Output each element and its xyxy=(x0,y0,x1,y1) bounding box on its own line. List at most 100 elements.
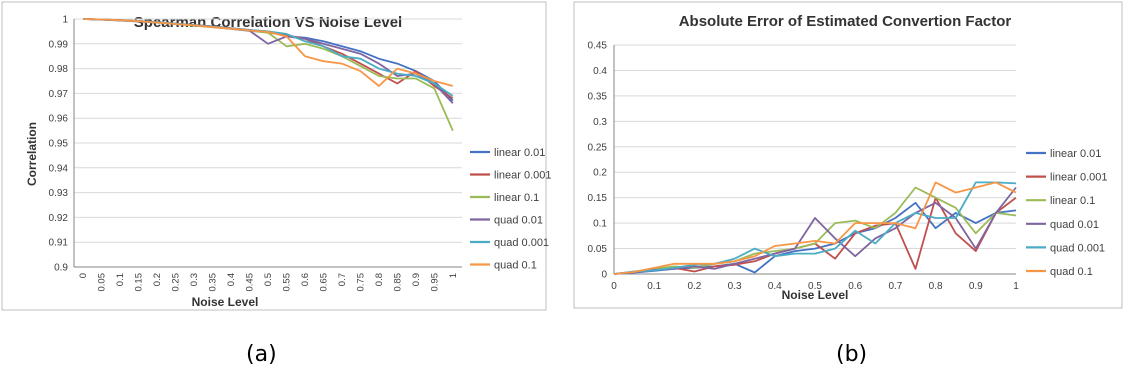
legend-entry: linear 0.1 xyxy=(1026,195,1095,207)
x-tick-label: 0.35 xyxy=(208,273,219,292)
y-tick-label: 0.45 xyxy=(588,41,608,52)
x-tick-label: 0.3 xyxy=(728,281,742,292)
legend-label: linear 0.001 xyxy=(1050,172,1108,184)
chart-b-title: Absolute Error of Estimated Convertion F… xyxy=(679,13,1012,30)
y-tick-label: 0.91 xyxy=(49,238,69,249)
y-tick-label: 0.05 xyxy=(588,244,608,255)
y-tick-label: 0.3 xyxy=(593,117,607,128)
legend-label: quad 0.001 xyxy=(494,237,549,249)
legend-entry: quad 0.01 xyxy=(1026,219,1099,231)
caption-a: (a) xyxy=(246,342,277,367)
x-tick-label: 1 xyxy=(448,273,459,278)
x-tick-label: 0.95 xyxy=(429,273,440,292)
x-tick-label: 0.55 xyxy=(281,273,292,292)
y-tick-label: 0.97 xyxy=(49,89,69,100)
legend-entry: linear 0.01 xyxy=(470,147,545,159)
y-tick-label: 0.96 xyxy=(49,114,69,125)
chart-b-x-ticks: 0 0.1 0.2 0.3 0.4 0.5 0.6 0.7 0.8 0.9 1 xyxy=(611,281,1019,292)
x-tick-label: 0 xyxy=(78,273,89,278)
y-tick-label: 0.94 xyxy=(49,163,69,174)
y-tick-label: 0.2 xyxy=(593,168,607,179)
legend-entry: quad 0.1 xyxy=(1026,266,1093,278)
y-tick-label: 1 xyxy=(62,15,68,26)
x-tick-label: 0.7 xyxy=(337,273,348,286)
x-tick-label: 0.45 xyxy=(245,273,256,292)
legend-entry: linear 0.01 xyxy=(1026,148,1101,160)
x-tick-label: 0.8 xyxy=(374,273,385,286)
y-tick-label: 0.4 xyxy=(593,66,607,77)
y-tick-label: 0.15 xyxy=(588,193,608,204)
chart-a: Spearman Correlation VS Noise Level Nois… xyxy=(1,1,552,311)
x-tick-label: 0.5 xyxy=(808,281,822,292)
legend-label: quad 0.001 xyxy=(1050,242,1105,254)
x-tick-label: 1 xyxy=(1013,281,1019,292)
legend-label: linear 0.01 xyxy=(494,147,545,159)
x-tick-label: 0.4 xyxy=(768,281,782,292)
series-line-quad-0-1 xyxy=(613,181,1017,275)
chart-a-y-axis-label: Correlation xyxy=(25,122,39,186)
y-tick-label: 0.1 xyxy=(593,219,607,230)
series-line-quad-0-01 xyxy=(613,186,1017,275)
series-line-quad-0-1 xyxy=(83,18,454,87)
y-tick-label: 0.92 xyxy=(49,213,69,224)
y-tick-label: 0.98 xyxy=(49,64,69,75)
x-tick-label: 0.9 xyxy=(969,281,983,292)
y-tick-label: 0.93 xyxy=(49,188,69,199)
legend-entry: quad 0.1 xyxy=(470,260,537,272)
chart-b-frame xyxy=(573,1,1123,309)
x-tick-label: 0 xyxy=(611,281,617,292)
x-tick-label: 0.2 xyxy=(152,273,163,286)
chart-a-frame xyxy=(1,1,547,311)
legend-entry: linear 0.001 xyxy=(470,170,552,182)
x-tick-label: 0.1 xyxy=(115,273,126,286)
x-tick-label: 0.9 xyxy=(411,273,422,286)
legend-label: linear 0.01 xyxy=(1050,148,1101,160)
legend-label: linear 0.1 xyxy=(1050,195,1095,207)
legend-entry: quad 0.001 xyxy=(470,237,549,249)
x-tick-label: 0.2 xyxy=(687,281,701,292)
x-tick-label: 0.25 xyxy=(171,273,182,292)
legend-label: quad 0.01 xyxy=(1050,219,1099,231)
x-tick-label: 0.05 xyxy=(97,273,108,292)
y-tick-label: 0.95 xyxy=(49,139,69,150)
y-tick-label: 0.99 xyxy=(49,39,69,50)
chart-b-series xyxy=(613,181,1017,275)
chart-a-x-ticks: 0 0.05 0.1 0.15 0.2 0.25 0.3 0.35 0.4 0.45 0.5 0.55… xyxy=(78,273,459,292)
legend-label: quad 0.01 xyxy=(494,215,543,227)
x-tick-label: 0.15 xyxy=(134,273,145,292)
y-tick-label: 0.9 xyxy=(54,263,68,274)
x-tick-label: 0.8 xyxy=(929,281,943,292)
x-tick-label: 0.6 xyxy=(300,273,311,286)
chart-a-x-axis-label: Noise Level xyxy=(192,295,259,309)
y-tick-label: 0.25 xyxy=(588,142,608,153)
x-tick-label: 0.6 xyxy=(848,281,862,292)
x-tick-label: 0.75 xyxy=(355,273,366,292)
caption-b: (b) xyxy=(836,342,868,367)
legend-entry: quad 0.001 xyxy=(1026,242,1105,254)
x-tick-label: 0.5 xyxy=(263,273,274,286)
x-tick-label: 0.3 xyxy=(189,273,200,286)
chart-a-legend: linear 0.01 linear 0.001 linear 0.1 quad 0.… xyxy=(470,147,552,272)
legend-entry: linear 0.1 xyxy=(470,192,539,204)
x-tick-label: 0.1 xyxy=(647,281,661,292)
legend-label: linear 0.1 xyxy=(494,192,539,204)
legend-label: quad 0.1 xyxy=(1050,266,1093,278)
x-tick-label: 0.4 xyxy=(226,273,237,286)
chart-b-y-ticks: 0 0.05 0.1 0.15 0.2 0.25 0.3 0.35 0.4 0.45 xyxy=(588,41,608,281)
legend-label: quad 0.1 xyxy=(494,260,537,272)
x-tick-label: 0.85 xyxy=(392,273,403,292)
chart-b: Absolute Error of Estimated Convertion F… xyxy=(573,1,1123,309)
chart-a-y-ticks: 0.9 0.91 0.92 0.93 0.94 0.95 0.96 0.97 0.98 0.99 1 xyxy=(49,15,69,274)
x-tick-label: 0.7 xyxy=(888,281,902,292)
legend-entry: quad 0.01 xyxy=(470,215,543,227)
legend-label: linear 0.001 xyxy=(494,170,552,182)
chart-b-legend: linear 0.01 linear 0.001 linear 0.1 quad 0.… xyxy=(1026,148,1108,278)
y-tick-label: 0 xyxy=(601,270,607,281)
x-tick-label: 0.65 xyxy=(318,273,329,292)
series-line-quad-0-001 xyxy=(613,181,1017,275)
legend-entry: linear 0.001 xyxy=(1026,172,1108,184)
y-tick-label: 0.35 xyxy=(588,91,608,102)
chart-a-series xyxy=(83,18,454,131)
chart-b-x-axis-label: Noise Level xyxy=(782,288,849,302)
